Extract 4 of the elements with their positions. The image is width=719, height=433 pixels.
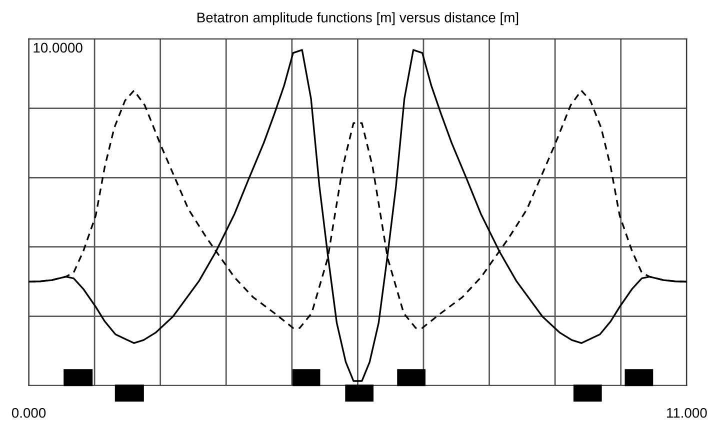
x-tick-label: 11.000 — [666, 408, 707, 418]
chart-title: Betatron amplitude functions [m] versus distance [m] — [198, 12, 518, 26]
annotation: 10.0000 — [34, 42, 82, 53]
x-tick-label: 0.000 — [12, 408, 46, 418]
